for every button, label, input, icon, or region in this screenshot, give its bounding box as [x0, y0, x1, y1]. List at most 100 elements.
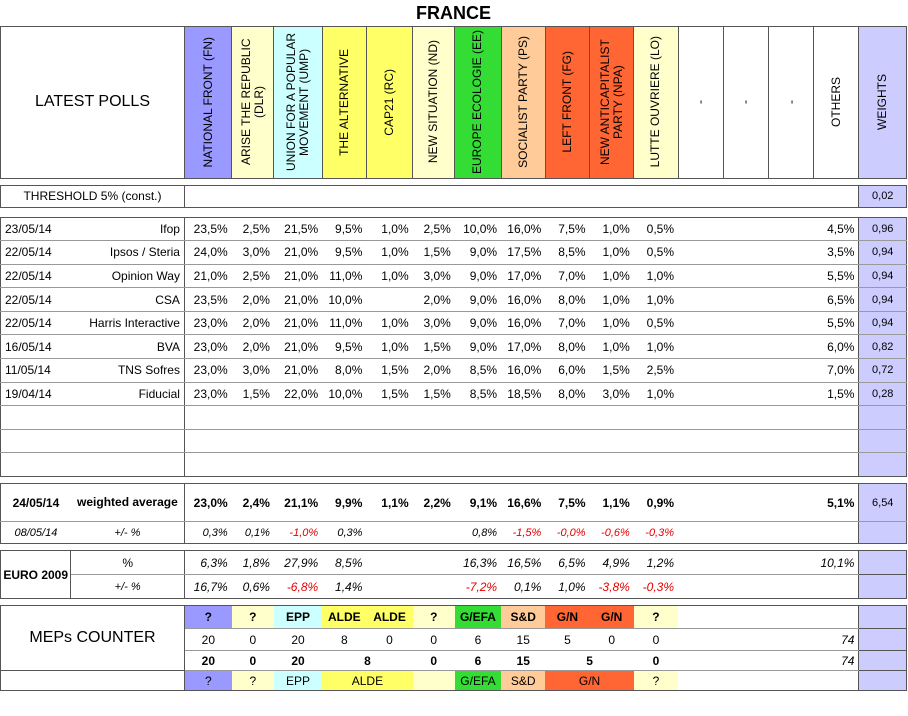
euro-delta	[723, 574, 769, 600]
poll-value: 21,0%	[273, 287, 323, 312]
poll-value: 1,5%	[589, 358, 634, 383]
weighted-value: 21,1%	[273, 483, 323, 523]
party-header: -	[767, 25, 815, 179]
party-header: NEW SITUATION (ND)	[412, 25, 456, 179]
poll-value: 16,0%	[501, 216, 546, 242]
merged-mep-group	[412, 670, 455, 692]
poll-value: 21,0%	[273, 264, 323, 289]
poll-value: 2,5%	[231, 216, 274, 242]
poll-value: 21,0%	[273, 240, 323, 265]
poll-value: 11,0%	[322, 264, 367, 289]
euro-delta: 0,1%	[501, 574, 546, 600]
poll-date: 22/05/14	[0, 287, 71, 312]
poll-value	[768, 334, 814, 360]
poll-value: 1,0%	[633, 334, 679, 360]
poll-value: 6,5%	[813, 287, 860, 312]
euro-value: 1,2%	[633, 550, 679, 576]
poll-value: 7,0%	[813, 358, 860, 383]
pollster-name: CSA	[70, 287, 185, 312]
poll-value	[678, 240, 724, 265]
party-header: -	[677, 25, 724, 179]
weighted-value	[678, 483, 724, 523]
poll-date: 22/05/14	[0, 240, 71, 265]
poll-value: 8,0%	[322, 358, 367, 383]
meps-counter-label: MEPs COUNTER	[0, 605, 185, 672]
weighted-value: 1,1%	[589, 483, 634, 523]
poll-value	[723, 334, 769, 360]
weighted-value: 2,2%	[412, 483, 455, 523]
poll-weight: 0,82	[858, 334, 907, 360]
poll-value: 1,0%	[589, 311, 634, 336]
poll-value: 10,0%	[322, 382, 367, 407]
poll-value: 24,0%	[184, 240, 232, 265]
merged-mep-group: G/EFA	[454, 670, 502, 692]
poll-value: 2,0%	[412, 287, 455, 312]
weighted-label: weighted average	[70, 483, 185, 523]
weighted-delta: -1,5%	[501, 521, 546, 545]
mep-count: 15	[501, 628, 546, 652]
poll-value: 5,5%	[813, 264, 860, 289]
threshold-label: THRESHOLD 5% (const.)	[0, 184, 185, 208]
poll-weight: 0,94	[858, 263, 907, 289]
weighted-delta	[723, 521, 769, 545]
weighted-value: 16,6%	[501, 483, 546, 523]
euro-delta: 0,6%	[231, 574, 274, 600]
mep-group: ALDE	[322, 605, 367, 630]
poll-value: 11,0%	[322, 311, 367, 336]
previous-date: 08/05/14	[0, 521, 71, 545]
euro-value: 27,9%	[273, 550, 323, 576]
poll-value	[723, 287, 769, 312]
weighted-value: 7,5%	[545, 483, 590, 523]
weighted-delta: -0,6%	[589, 521, 634, 545]
mep-group: ?	[633, 605, 679, 630]
mep-count: 0	[231, 628, 274, 652]
poll-value: 16,0%	[501, 311, 546, 336]
weighted-value	[768, 483, 814, 523]
poll-value: 23,5%	[184, 216, 232, 242]
poll-value: 1,0%	[589, 334, 634, 360]
weighted-delta: 0,1%	[231, 521, 274, 545]
poll-value: 23,0%	[184, 334, 232, 360]
pollster-name: Harris Interactive	[70, 311, 185, 336]
euro-value: 1,8%	[231, 550, 274, 576]
latest-polls-header: LATEST POLLS	[0, 25, 185, 179]
poll-value	[678, 358, 724, 383]
poll-value: 1,0%	[633, 264, 679, 289]
poll-value: 17,0%	[501, 264, 546, 289]
euro-value: 16,3%	[454, 550, 502, 576]
polls-table: FRANCE LATEST POLLS NATIONAL FRONT (FN) ARI…	[0, 4, 907, 692]
mep-group: ?	[412, 605, 455, 630]
poll-value	[723, 240, 769, 265]
party-header: LUTTE OUVRIERE (LO)	[633, 25, 679, 179]
poll-value: 2,5%	[231, 264, 274, 289]
merged-total: 74	[678, 650, 860, 672]
merged-mep-count: 15	[501, 650, 546, 672]
party-header: LEFT FRONT (FG)	[544, 25, 591, 179]
poll-value: 21,0%	[273, 358, 323, 383]
poll-value: 2,5%	[633, 358, 679, 383]
poll-value: 21,5%	[273, 216, 323, 242]
poll-value: 1,5%	[231, 382, 274, 407]
merged-mep-count: 0	[231, 650, 274, 672]
poll-value: 17,5%	[501, 240, 546, 265]
poll-value: 8,0%	[545, 334, 590, 360]
poll-value: 9,0%	[454, 287, 502, 312]
euro-value: 8,5%	[322, 550, 367, 576]
poll-value: 1,5%	[366, 382, 413, 407]
poll-date: 23/05/14	[0, 216, 71, 242]
poll-value: 9,0%	[454, 334, 502, 360]
poll-value	[723, 311, 769, 336]
poll-value	[723, 264, 769, 289]
poll-value: 9,5%	[322, 334, 367, 360]
merged-mep-group: EPP	[273, 670, 323, 692]
mep-count: 0	[589, 628, 634, 652]
pollster-name: Ifop	[70, 216, 185, 242]
poll-date: 22/05/14	[0, 264, 71, 289]
party-name: LUTTE OUVRIERE (LO)	[648, 36, 663, 168]
poll-value: 8,5%	[545, 240, 590, 265]
weighted-delta: -0,0%	[545, 521, 590, 545]
euro-value: 10,1%	[813, 550, 860, 576]
party-name: UNION FOR A POPULAR MOVEMENT (UMP)	[284, 32, 312, 172]
poll-value: 5,5%	[813, 311, 860, 336]
pollster-name: Ipsos / Steria	[70, 240, 185, 265]
